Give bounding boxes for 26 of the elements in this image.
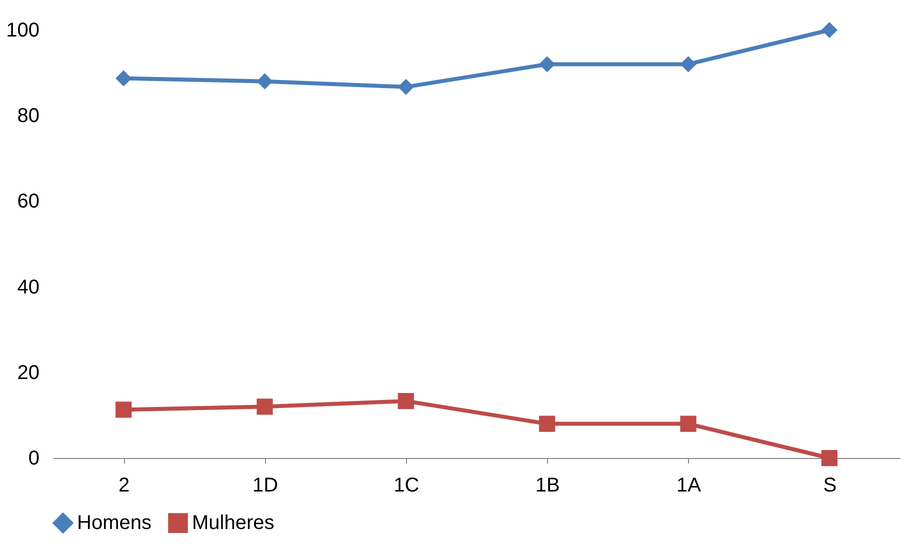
x-tick-label: 1C xyxy=(394,474,420,496)
y-tick-label: 60 xyxy=(17,190,40,213)
point xyxy=(821,22,838,38)
point xyxy=(680,56,696,72)
y-tick-label: 0 xyxy=(28,448,40,470)
x-tick-label: 1A xyxy=(676,474,702,496)
point xyxy=(256,73,273,90)
point xyxy=(680,416,696,432)
point xyxy=(821,450,838,466)
legend-label: Mulheres xyxy=(192,512,274,534)
point xyxy=(398,78,414,95)
x-tick-label: S xyxy=(823,474,837,496)
point xyxy=(398,393,414,410)
y-tick-label: 80 xyxy=(17,105,40,128)
point xyxy=(539,416,556,432)
x-tick-label: 2 xyxy=(118,474,130,496)
y-tick-label: 20 xyxy=(17,362,40,384)
legend-label: Homens xyxy=(77,512,152,534)
x-tick-label: 1D xyxy=(252,474,278,496)
x-tick-label: 1B xyxy=(535,474,560,496)
point xyxy=(539,56,556,72)
y-tick-label: 100 xyxy=(6,20,40,42)
point xyxy=(116,70,132,86)
point xyxy=(116,402,132,418)
y-tick-label: 40 xyxy=(17,276,40,298)
point xyxy=(256,398,273,415)
